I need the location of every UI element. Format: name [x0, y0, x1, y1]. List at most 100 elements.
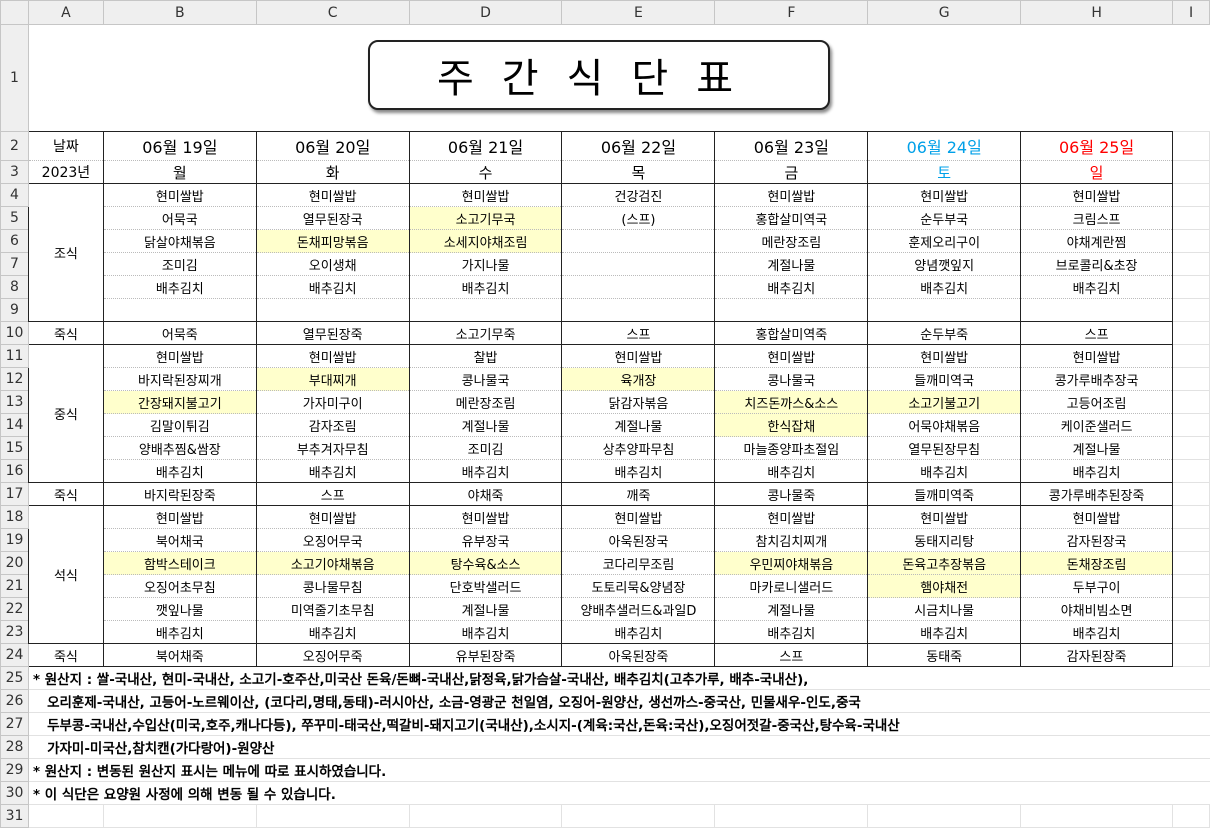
- row-header[interactable]: 4: [0, 183, 29, 207]
- porridge-item[interactable]: 아욱된장죽: [561, 643, 716, 667]
- menu-item[interactable]: 양배추샐러드&과일D: [561, 597, 716, 621]
- menu-item[interactable]: 콩나물국: [408, 367, 563, 391]
- cell[interactable]: [1020, 804, 1174, 828]
- menu-item[interactable]: 콩가루배추장국: [1020, 367, 1174, 391]
- origin-note[interactable]: * 이 식단은 요양원 사정에 의해 변동 될 수 있습니다.: [28, 781, 1210, 805]
- menu-item[interactable]: 양념깻잎지: [867, 252, 1022, 276]
- menu-item[interactable]: 현미쌀밥: [1020, 505, 1174, 529]
- menu-item[interactable]: 한식잡채: [714, 413, 869, 437]
- menu-item[interactable]: 돈채장조림: [1020, 551, 1174, 575]
- porridge-item[interactable]: 소고기무죽: [408, 321, 563, 345]
- menu-item[interactable]: 햄야채전: [867, 574, 1022, 598]
- porridge-item[interactable]: 야채죽: [408, 482, 563, 506]
- row-header[interactable]: 2: [0, 131, 29, 161]
- menu-item[interactable]: 열무된장무침: [867, 436, 1022, 460]
- menu-item[interactable]: 배추김치: [255, 459, 410, 483]
- menu-item[interactable]: 크림스프: [1020, 206, 1174, 230]
- weekday[interactable]: 토: [867, 160, 1022, 184]
- cell[interactable]: [1172, 436, 1210, 460]
- menu-item[interactable]: 찰밥: [408, 344, 563, 368]
- menu-item[interactable]: 배추김치: [408, 275, 563, 299]
- cell[interactable]: [1172, 597, 1210, 621]
- row-header[interactable]: 29: [0, 758, 29, 782]
- cell[interactable]: [1172, 574, 1210, 598]
- origin-note[interactable]: 가자미-미국산,참치캔(가다랑어)-원양산: [28, 735, 1210, 759]
- porridge-item[interactable]: 열무된장죽: [255, 321, 410, 345]
- menu-item[interactable]: 깻잎나물: [102, 597, 257, 621]
- menu-item[interactable]: 유부장국: [408, 528, 563, 552]
- menu-item[interactable]: 소세지야채조림: [408, 229, 563, 253]
- day-date[interactable]: 06월 21일: [408, 131, 563, 161]
- menu-item[interactable]: 현미쌀밥: [255, 505, 410, 529]
- menu-item[interactable]: 현미쌀밥: [561, 505, 716, 529]
- menu-item[interactable]: 고등어조림: [1020, 390, 1174, 414]
- day-date[interactable]: 06월 20일: [255, 131, 410, 161]
- column-header-B[interactable]: B: [102, 0, 257, 25]
- menu-item[interactable]: 메란장조림: [408, 390, 563, 414]
- cell[interactable]: [1172, 620, 1210, 644]
- weekday[interactable]: 수: [408, 160, 563, 184]
- menu-item[interactable]: 계절나물: [408, 597, 563, 621]
- menu-item[interactable]: 마늘종양파초절임: [714, 436, 869, 460]
- menu-item[interactable]: 케이준샐러드: [1020, 413, 1174, 437]
- menu-item[interactable]: 배추김치: [867, 459, 1022, 483]
- origin-note[interactable]: 오리훈제-국내산, 고등어-노르웨이산, (코다리,명태,동태)-러시아산, 소…: [28, 689, 1210, 713]
- menu-item[interactable]: 메란장조림: [714, 229, 869, 253]
- row-header[interactable]: 9: [0, 298, 29, 322]
- menu-item[interactable]: 간장돼지불고기: [102, 390, 257, 414]
- menu-item[interactable]: 열무된장국: [255, 206, 410, 230]
- menu-item[interactable]: 배추김치: [561, 459, 716, 483]
- day-date[interactable]: 06월 25일: [1020, 131, 1174, 161]
- day-date[interactable]: 06월 23일: [714, 131, 869, 161]
- menu-item[interactable]: [255, 298, 410, 322]
- row-header[interactable]: 12: [0, 367, 29, 391]
- cell[interactable]: [561, 804, 716, 828]
- menu-item[interactable]: [867, 298, 1022, 322]
- cell[interactable]: [255, 804, 410, 828]
- menu-item[interactable]: 현미쌀밥: [714, 505, 869, 529]
- menu-item[interactable]: 계절나물: [714, 597, 869, 621]
- menu-item[interactable]: 단호박샐러드: [408, 574, 563, 598]
- menu-item[interactable]: 배추김치: [408, 459, 563, 483]
- cell[interactable]: [1172, 160, 1210, 184]
- cell[interactable]: [1172, 344, 1210, 368]
- porridge-label[interactable]: 죽식: [27, 321, 104, 345]
- row-header[interactable]: 28: [0, 735, 29, 759]
- menu-item[interactable]: 홍합살미역국: [714, 206, 869, 230]
- menu-item[interactable]: 가자미구이: [255, 390, 410, 414]
- menu-item[interactable]: 어묵국: [102, 206, 257, 230]
- menu-item[interactable]: 코다리무조림: [561, 551, 716, 575]
- menu-item[interactable]: 야채계란찜: [1020, 229, 1174, 253]
- menu-item[interactable]: 소고기야채볶음: [255, 551, 410, 575]
- origin-note[interactable]: * 원산지 : 쌀-국내산, 현미-국내산, 소고기-호주산,미국산 돈육/돈뼈…: [28, 666, 1210, 690]
- cell[interactable]: [867, 804, 1022, 828]
- weekday[interactable]: 목: [561, 160, 716, 184]
- porridge-item[interactable]: 스프: [714, 643, 869, 667]
- row-header[interactable]: 17: [0, 482, 29, 506]
- menu-item[interactable]: [561, 229, 716, 253]
- menu-item[interactable]: 소고기불고기: [867, 390, 1022, 414]
- row-header[interactable]: 11: [0, 344, 29, 368]
- menu-item[interactable]: 배추김치: [102, 459, 257, 483]
- menu-item[interactable]: 현미쌀밥: [255, 183, 410, 207]
- menu-item[interactable]: 현미쌀밥: [867, 344, 1022, 368]
- menu-item[interactable]: 참치김치찌개: [714, 528, 869, 552]
- menu-item[interactable]: 콩나물국: [714, 367, 869, 391]
- cell[interactable]: [1172, 528, 1210, 552]
- menu-item[interactable]: 야채비빔소면: [1020, 597, 1174, 621]
- menu-item[interactable]: 김말이튀김: [102, 413, 257, 437]
- menu-item[interactable]: 마카로니샐러드: [714, 574, 869, 598]
- porridge-item[interactable]: 홍합살미역죽: [714, 321, 869, 345]
- cell[interactable]: [1172, 390, 1210, 414]
- menu-item[interactable]: 계절나물: [408, 413, 563, 437]
- cell[interactable]: [1172, 505, 1210, 529]
- menu-item[interactable]: 계절나물: [1020, 436, 1174, 460]
- menu-item[interactable]: 건강검진: [561, 183, 716, 207]
- cell[interactable]: [1172, 321, 1210, 345]
- column-header-G[interactable]: G: [867, 0, 1022, 25]
- menu-item[interactable]: 계절나물: [561, 413, 716, 437]
- porridge-item[interactable]: 스프: [1020, 321, 1174, 345]
- select-all-corner[interactable]: [0, 0, 29, 25]
- menu-item[interactable]: [714, 298, 869, 322]
- porridge-item[interactable]: 유부된장죽: [408, 643, 563, 667]
